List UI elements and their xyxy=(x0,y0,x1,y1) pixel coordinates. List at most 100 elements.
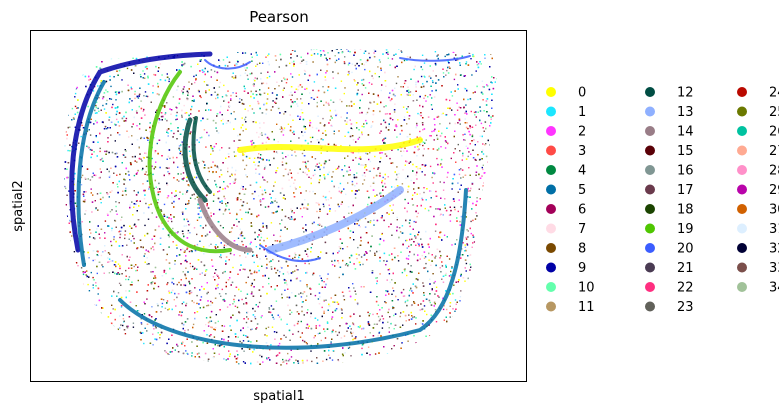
scatter-point xyxy=(239,365,241,366)
scatter-point xyxy=(305,342,308,344)
scatter-point xyxy=(289,313,291,315)
scatter-point xyxy=(203,70,205,73)
scatter-point xyxy=(101,157,104,160)
scatter-point xyxy=(73,319,76,321)
scatter-point xyxy=(242,340,245,342)
scatter-point xyxy=(129,342,131,345)
scatter-point xyxy=(187,329,189,331)
scatter-point xyxy=(267,71,269,73)
scatter-point xyxy=(480,234,483,236)
scatter-point xyxy=(467,236,469,238)
scatter-point xyxy=(480,63,482,65)
scatter-point xyxy=(81,292,84,294)
scatter-point xyxy=(269,349,271,351)
scatter-point xyxy=(430,49,432,51)
scatter-point xyxy=(420,112,422,114)
scatter-point xyxy=(97,254,99,257)
scatter-point xyxy=(402,295,405,297)
scatter-point xyxy=(287,273,290,275)
scatter-point xyxy=(71,279,73,281)
scatter-point xyxy=(465,145,467,147)
scatter-point xyxy=(92,54,95,56)
scatter-point xyxy=(202,360,205,363)
scatter-point xyxy=(290,356,293,358)
scatter-point xyxy=(494,81,496,83)
scatter-point xyxy=(62,241,63,242)
scatter-point xyxy=(395,82,398,85)
scatter-point xyxy=(266,237,268,240)
scatter-point xyxy=(338,186,340,189)
scatter-point xyxy=(124,230,127,232)
scatter-point xyxy=(469,126,471,128)
scatter-point xyxy=(72,328,74,330)
scatter-point xyxy=(109,210,112,213)
scatter-point xyxy=(305,253,308,255)
scatter-point xyxy=(472,219,474,222)
scatter-point xyxy=(440,163,442,165)
scatter-point xyxy=(212,276,215,278)
scatter-point xyxy=(234,305,237,307)
scatter-point xyxy=(319,332,321,334)
scatter-point xyxy=(464,139,466,141)
scatter-point xyxy=(485,355,487,357)
scatter-point xyxy=(251,255,254,257)
scatter-point xyxy=(225,281,227,284)
scatter-point xyxy=(135,110,138,112)
scatter-point xyxy=(336,334,339,336)
scatter-point xyxy=(82,336,84,339)
scatter-point xyxy=(96,315,98,318)
scatter-point xyxy=(104,250,106,252)
scatter-point xyxy=(494,235,496,237)
scatter-point xyxy=(118,231,120,233)
scatter-point xyxy=(95,136,97,138)
scatter-point xyxy=(245,281,247,284)
scatter-point xyxy=(364,68,366,71)
scatter-point xyxy=(260,154,262,156)
scatter-point xyxy=(409,225,411,228)
scatter-point xyxy=(155,216,158,218)
scatter-point xyxy=(72,266,74,268)
scatter-point xyxy=(215,314,217,316)
scatter-point xyxy=(376,361,378,363)
scatter-point xyxy=(394,103,396,105)
scatter-point xyxy=(411,347,413,350)
scatter-point xyxy=(353,239,355,241)
scatter-point xyxy=(76,352,79,355)
scatter-point xyxy=(458,106,460,108)
scatter-point xyxy=(80,356,82,358)
scatter-point xyxy=(121,79,123,81)
scatter-point xyxy=(77,357,79,360)
scatter-point xyxy=(117,292,120,294)
scatter-point xyxy=(191,363,194,366)
scatter-point xyxy=(475,51,478,53)
scatter-point xyxy=(449,67,451,69)
scatter-point xyxy=(346,117,348,119)
scatter-point xyxy=(378,332,380,334)
scatter-point xyxy=(500,132,501,133)
scatter-point xyxy=(97,324,99,327)
scatter-point xyxy=(64,256,65,258)
scatter-point xyxy=(290,140,292,142)
scatter-point xyxy=(484,314,487,317)
scatter-point xyxy=(128,276,131,278)
scatter-point xyxy=(102,104,104,107)
scatter-point xyxy=(234,49,236,51)
scatter-point xyxy=(344,135,346,137)
scatter-point xyxy=(81,341,83,343)
scatter-point xyxy=(463,139,465,141)
scatter-point xyxy=(82,351,85,354)
scatter-point xyxy=(457,143,459,146)
scatter-point xyxy=(462,155,464,157)
scatter-point xyxy=(473,139,475,141)
scatter-point xyxy=(434,293,436,295)
scatter-point xyxy=(363,123,365,125)
scatter-point xyxy=(391,149,393,151)
scatter-point xyxy=(365,119,367,122)
scatter-point xyxy=(368,52,370,55)
scatter-point xyxy=(307,160,309,163)
scatter-point xyxy=(466,49,468,50)
scatter-point xyxy=(189,223,191,225)
scatter-point xyxy=(392,357,394,360)
scatter-point xyxy=(457,50,459,52)
scatter-point xyxy=(481,47,482,48)
